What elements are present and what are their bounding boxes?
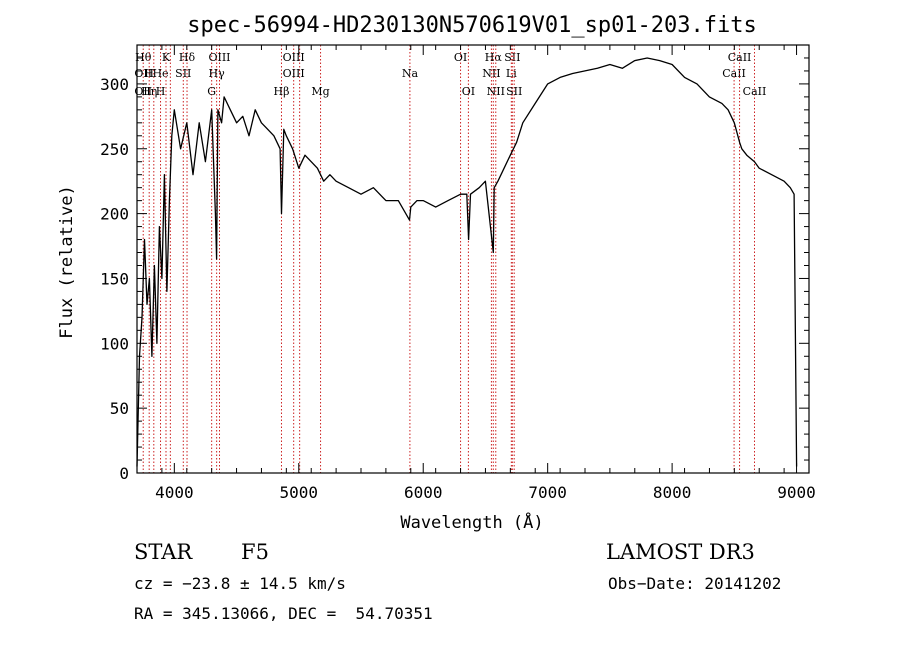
- annotation-label: G: [207, 85, 216, 98]
- annotation-label: SII: [506, 85, 522, 98]
- annotation-label: H: [144, 67, 154, 80]
- x-tick-label: 6000: [404, 483, 443, 502]
- y-tick-label: 250: [100, 140, 129, 159]
- annotation-label: SII: [504, 51, 520, 64]
- coordinates: RA = 345.13066, DEC = 54.70351: [134, 604, 433, 623]
- plot-area: [136, 57, 798, 467]
- annotation-label: Hα: [485, 51, 503, 64]
- cz-value: cz = −23.8 ± 14.5 km/s: [134, 574, 346, 593]
- subclass-label: F5: [241, 540, 269, 564]
- annotation-label: Hγ: [209, 67, 226, 80]
- annotation-label: Mg: [311, 85, 329, 98]
- y-tick-label: 50: [110, 399, 129, 418]
- y-tick-label: 100: [100, 334, 129, 353]
- y-tick-label: 200: [100, 205, 129, 224]
- x-tick-label: 9000: [777, 483, 816, 502]
- annotation-label: He: [152, 67, 168, 80]
- y-tick-label: 150: [100, 269, 129, 288]
- class-label: STAR: [134, 540, 193, 564]
- chart-title: spec-56994-HD230130N570619V01_sp01-203.f…: [187, 13, 757, 38]
- annotation-label: OIII: [283, 51, 305, 64]
- line-annotations: HθOIIOIIHHηHeHKSIIHδGHγOIIIHβOIIIOIIIMgN…: [134, 45, 766, 473]
- annotation-label: OII: [134, 85, 152, 98]
- annotation-label: NII: [482, 67, 500, 80]
- annotation-label: Hδ: [179, 51, 196, 64]
- annotation-label: OII: [134, 67, 152, 80]
- annotation-label: SII: [175, 67, 191, 80]
- annotation-label: OIII: [283, 67, 305, 80]
- survey-label: LAMOST DR3: [606, 540, 755, 564]
- annotation-label: CaII: [722, 67, 746, 80]
- x-axis-label: Wavelength (Å): [400, 511, 543, 533]
- y-axis-label: Flux (relative): [57, 185, 77, 339]
- annotation-label: Hη: [141, 85, 157, 98]
- annotation-label: OI: [454, 51, 467, 64]
- annotation-label: Hθ: [135, 51, 152, 64]
- annotation-label: Na: [402, 67, 419, 80]
- plot-frame: [136, 44, 810, 474]
- annotation-label: Li: [506, 67, 517, 80]
- annotation-label: OIII: [208, 51, 230, 64]
- y-tick-label: 300: [100, 75, 129, 94]
- spectrum-line: [136, 57, 798, 467]
- annotation-label: Hβ: [274, 85, 290, 98]
- x-tick-label: 5000: [280, 483, 319, 502]
- x-tick-label: 8000: [653, 483, 692, 502]
- annotation-label: CaII: [743, 85, 767, 98]
- annotation-label: K: [162, 51, 171, 64]
- y-tick-label: 0: [119, 464, 129, 483]
- axes: 4000 5000 6000 7000 8000 9000 0 50 100 150 200 250 3…: [100, 44, 816, 502]
- annotation-label: CaII: [728, 51, 752, 64]
- annotation-label: NII: [487, 85, 505, 98]
- x-tick-label: 4000: [155, 483, 194, 502]
- obs-date: Obs−Date: 20141202: [608, 574, 782, 593]
- annotation-label: H: [156, 85, 166, 98]
- x-tick-label: 7000: [528, 483, 567, 502]
- annotation-label: OI: [462, 85, 475, 98]
